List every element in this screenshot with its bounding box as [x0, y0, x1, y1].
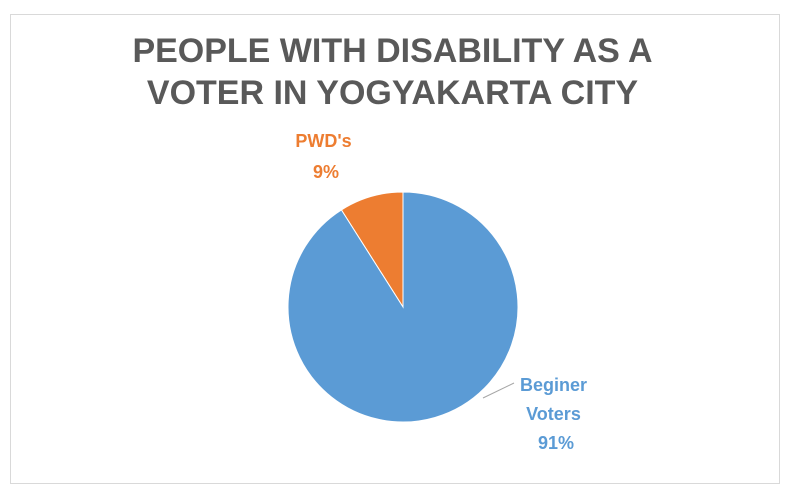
data-label-beginer-voters: Beginer Voters 91%	[520, 375, 592, 453]
data-label-beginer-voters-line-2: Voters	[526, 404, 581, 424]
chart-title-line-1: PEOPLE WITH DISABILITY AS A	[132, 32, 653, 70]
leader-line-beginer-voters	[482, 382, 515, 399]
data-label-pwds-name: PWD's	[295, 131, 351, 151]
pie-slices	[287, 191, 519, 423]
chart-title: PEOPLE WITH DISABILITY AS A VOTER IN YOG…	[0, 30, 785, 114]
data-label-beginer-voters-line-1: Beginer	[520, 375, 587, 395]
data-label-pwds: PWD's 9%	[295, 131, 356, 182]
pie-chart: Beginer Voters 91% PWD's 9%	[287, 131, 592, 453]
chart-title-line-2: VOTER IN YOGYAKARTA CITY	[146, 74, 639, 112]
data-label-beginer-voters-value: 91%	[538, 433, 574, 453]
data-label-pwds-value: 9%	[313, 162, 339, 182]
pie-slice-beginer-voters	[287, 191, 519, 423]
